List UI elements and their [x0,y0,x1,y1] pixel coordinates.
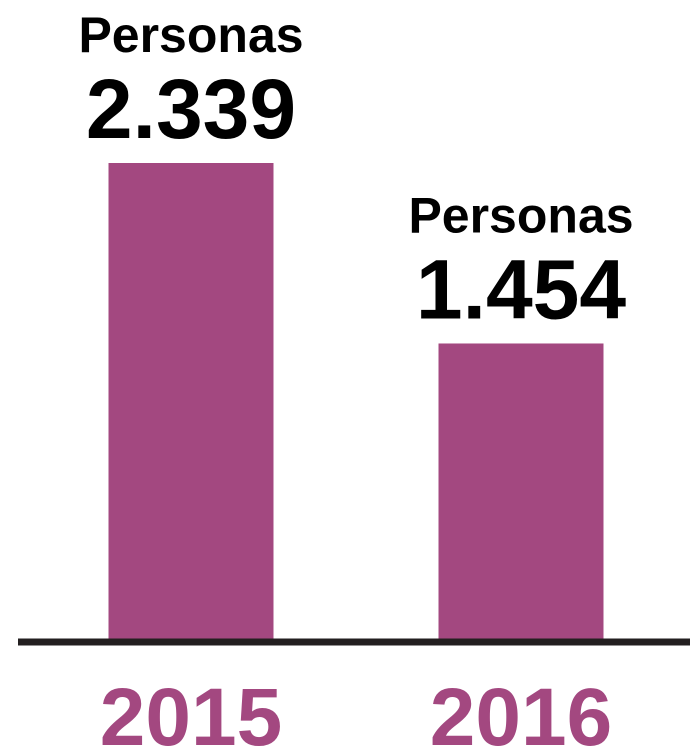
bar [108,163,274,640]
bar [438,343,604,640]
unit-label: Personas [408,187,633,243]
unit-label: Personas [78,7,303,63]
value-label: 1.454 [416,242,626,336]
category-label: 2015 [100,672,282,753]
category-label: 2016 [430,672,612,753]
value-label: 2.339 [86,62,296,156]
